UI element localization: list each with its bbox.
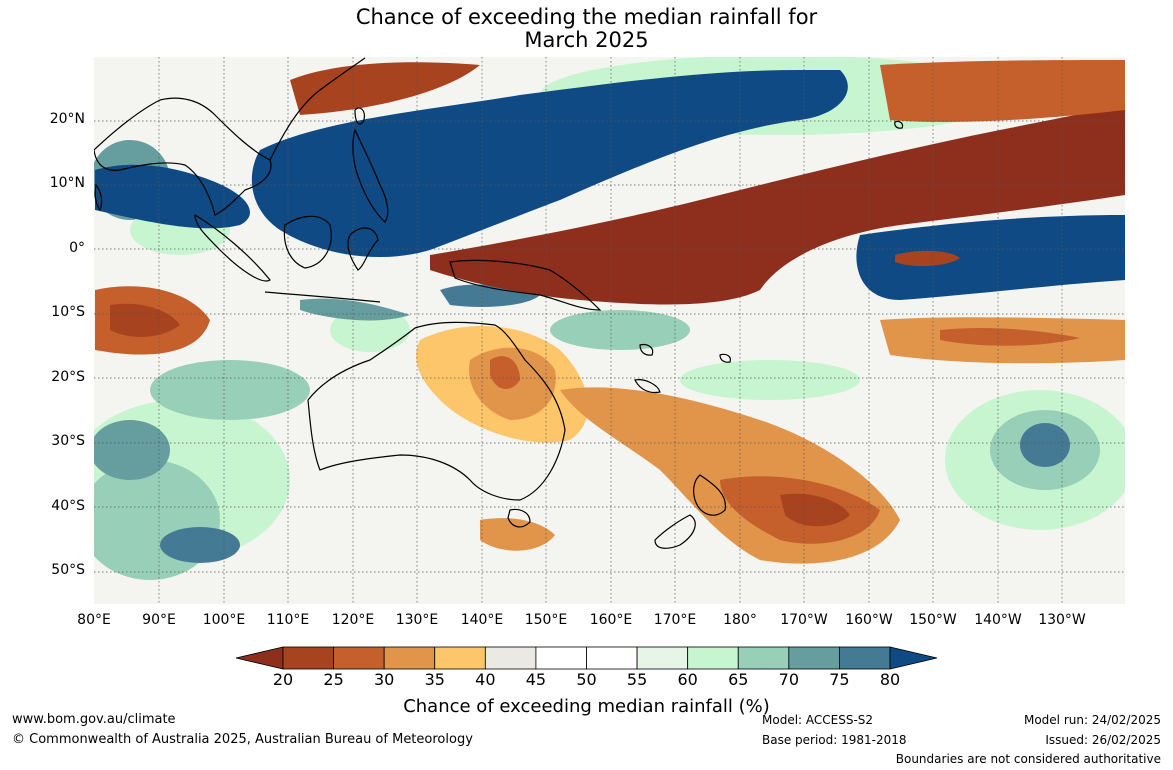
lon-label-140w: 140°W	[974, 612, 1022, 628]
rainfall-map	[94, 57, 1125, 604]
lat-label-40s: 40°S	[51, 498, 85, 514]
footer-copyright: © Commonwealth of Australia 2025, Austra…	[12, 732, 473, 747]
sumatra-coast	[194, 213, 271, 282]
colorbar-extend-low	[235, 646, 284, 670]
australia-coast	[307, 321, 566, 501]
lat-label-30s: 30°S	[51, 433, 85, 449]
lon-label-170e: 170°E	[653, 612, 697, 628]
colorbar-tick-label: 70	[778, 670, 799, 689]
lon-label-130e: 130°E	[395, 612, 439, 628]
colorbar-tick-label: 35	[424, 670, 445, 689]
nz-south-island-coast	[654, 514, 696, 549]
philippines-coast	[352, 128, 389, 223]
colorbar-extend-high	[889, 646, 938, 670]
footer-issued: Issued: 26/02/2025	[1045, 733, 1161, 747]
taiwan-coast	[354, 107, 365, 125]
colorbar-tick-label: 80	[879, 670, 901, 689]
graticule	[94, 57, 1125, 604]
lon-label-140e: 140°E	[460, 612, 504, 628]
lat-label-10n: 10°N	[49, 175, 85, 191]
colorbar-tick-label: 20	[272, 670, 294, 689]
tasmania-coast	[507, 508, 531, 528]
footer-base-period: Base period: 1981-2018	[762, 733, 907, 747]
lon-label-180: 180°	[723, 612, 757, 628]
lon-label-100e: 100°E	[202, 612, 246, 628]
colorbar-segment	[687, 646, 739, 670]
colorbar-tick-label: 30	[373, 670, 395, 689]
lon-label-150w: 150°W	[909, 612, 957, 628]
lat-label-20n: 20°N	[49, 111, 85, 127]
colorbar-segment	[282, 646, 334, 670]
dry-regions	[95, 60, 1125, 564]
lon-label-170w: 170°W	[780, 612, 828, 628]
india-coast	[94, 183, 103, 212]
colorbar-tick-label: 75	[829, 670, 850, 689]
colorbar-tick-label: 40	[475, 670, 496, 689]
lon-label-160e: 160°E	[589, 612, 633, 628]
fiji-coast	[719, 353, 731, 363]
footer-model-run: Model run: 24/02/2025	[1023, 713, 1161, 727]
lon-label-150e: 150°E	[524, 612, 568, 628]
lon-label-130w: 130°W	[1038, 612, 1086, 628]
colorbar-segment	[586, 646, 638, 670]
colorbar-tick-label: 45	[525, 670, 547, 689]
map-title-line2: March 2025	[524, 28, 649, 52]
china-coast	[269, 57, 366, 161]
java-coast	[264, 291, 381, 303]
lon-label-80e: 80°E	[77, 612, 111, 628]
borneo-coast	[283, 215, 332, 269]
lat-label-10s: 10°S	[51, 304, 85, 320]
lon-label-110e: 110°E	[266, 612, 310, 628]
colorbar-segments	[235, 646, 938, 670]
colorbar-segment	[484, 646, 537, 670]
colorbar-tick-label: 60	[677, 670, 698, 689]
lon-label-90e: 90°E	[142, 612, 176, 628]
coastlines	[94, 57, 904, 549]
colorbar-segment	[535, 646, 587, 670]
new-caledonia-coast	[634, 379, 661, 394]
footer-disclaimer: Boundaries are not considered authoritat…	[895, 752, 1161, 766]
nz-north-island-coast	[693, 474, 727, 516]
new-guinea-coast	[449, 259, 602, 311]
colorbar-segment	[737, 646, 790, 670]
map-title-line1: Chance of exceeding the median rainfall …	[355, 5, 818, 29]
lon-label-160w: 160°W	[845, 612, 893, 628]
colorbar-title: Chance of exceeding median rainfall (%)	[403, 696, 770, 717]
lat-label-50s: 50°S	[51, 562, 85, 578]
colorbar-tick-label: 25	[323, 670, 344, 689]
colorbar-tick-label: 55	[626, 670, 648, 689]
vanuatu-coast	[639, 343, 654, 356]
lat-label-0: 0°	[69, 240, 85, 256]
colorbar-segment	[434, 646, 486, 670]
colorbar-segment	[788, 646, 840, 670]
colorbar-segment	[383, 646, 436, 670]
footer-model: Model: ACCESS-S2	[762, 713, 874, 727]
se-asia-coast	[94, 97, 272, 216]
sulawesi-coast	[347, 227, 379, 271]
footer-website: www.bom.gov.au/climate	[12, 712, 176, 727]
colorbar-segment	[333, 646, 385, 670]
hawaii-coast	[894, 120, 904, 129]
lon-label-120e: 120°E	[331, 612, 375, 628]
colorbar-segment	[839, 646, 891, 670]
colorbar-tick-label: 65	[728, 670, 749, 689]
colorbar-tick-label: 50	[576, 670, 597, 689]
lat-label-20s: 20°S	[51, 369, 85, 385]
colorbar-segment	[636, 646, 689, 670]
